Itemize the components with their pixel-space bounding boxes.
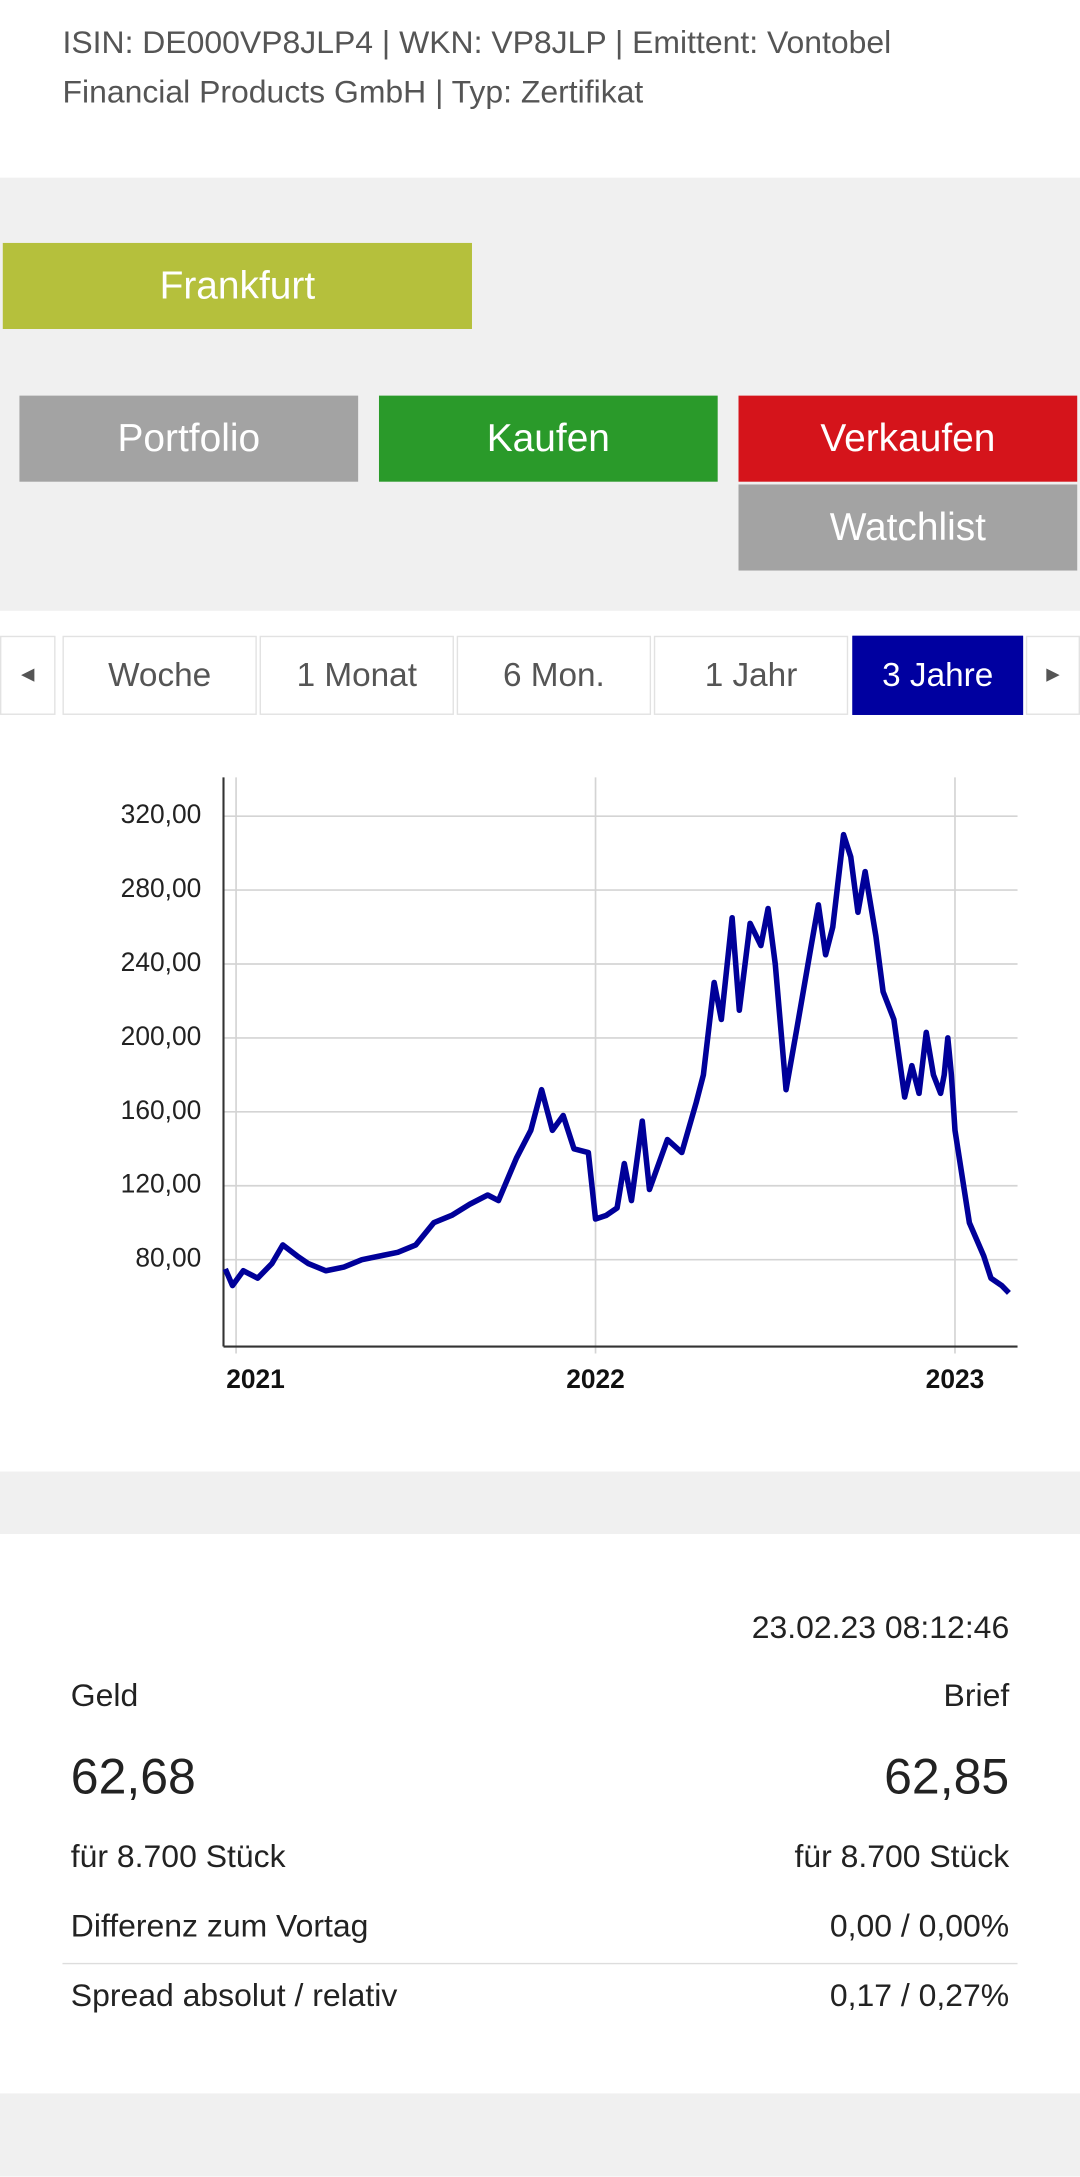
header-text: ISIN: DE000VP8JLP4 | WKN: VP8JLP | Emitt…: [62, 23, 892, 110]
tab[interactable]: Woche: [62, 635, 257, 715]
y-tick-label: 160,00: [121, 1095, 202, 1125]
bid-label: Geld: [70, 1676, 139, 1714]
y-tick-label: 240,00: [121, 947, 202, 977]
chart: 80,00 120,00 160,00 200,00 240,00 280,00 320,0…: [121, 777, 1018, 1394]
y-tick-label: 320,00: [121, 799, 202, 829]
y-tick-label: 200,00: [121, 1021, 202, 1051]
tab[interactable]: 6 Mon.: [456, 635, 652, 715]
row-label: Spread absolut / relativ: [70, 1976, 398, 2013]
x-tick-label: 2023: [926, 1364, 985, 1394]
ask-size: für 8.700 Stück: [794, 1837, 1010, 1875]
y-tick-label: 80,00: [135, 1243, 201, 1273]
bid-size: für 8.700 Stück: [70, 1837, 286, 1875]
price-line: [222, 831, 1011, 1295]
separator: [0, 1471, 1080, 1534]
tab-prev[interactable]: ◄: [0, 635, 56, 715]
exchange-button[interactable]: Frankfurt: [2, 242, 472, 329]
tab-next[interactable]: ►: [1025, 635, 1080, 715]
row-value: 0,00 / 0,00%: [829, 1907, 1010, 1944]
timestamp: 23.02.23 08:12:46: [751, 1608, 1010, 1645]
row-label: Differenz zum Vortag: [70, 1907, 369, 1944]
sell-button[interactable]: Verkaufen: [738, 395, 1078, 482]
buy-button[interactable]: Kaufen: [378, 395, 718, 482]
x-tick-label: 2021: [226, 1364, 285, 1394]
tab[interactable]: 1 Monat: [259, 635, 454, 715]
ask-label: Brief: [943, 1676, 1010, 1714]
divider: [62, 1962, 1018, 1965]
bid-price: 62,68: [70, 1747, 196, 1805]
row-value: 0,17 / 0,27%: [829, 1976, 1010, 2013]
y-tick-label: 280,00: [121, 873, 202, 903]
y-tick-label: 120,00: [121, 1169, 202, 1199]
footer-band: [0, 2093, 1080, 2177]
tab[interactable]: 1 Jahr: [653, 635, 849, 715]
tab[interactable]: 3 Jahre: [852, 635, 1024, 715]
watchlist-button[interactable]: Watchlist: [738, 484, 1078, 571]
x-tick-label: 2022: [566, 1364, 625, 1394]
portfolio-button[interactable]: Portfolio: [19, 395, 359, 482]
ask-price: 62,85: [884, 1747, 1010, 1805]
